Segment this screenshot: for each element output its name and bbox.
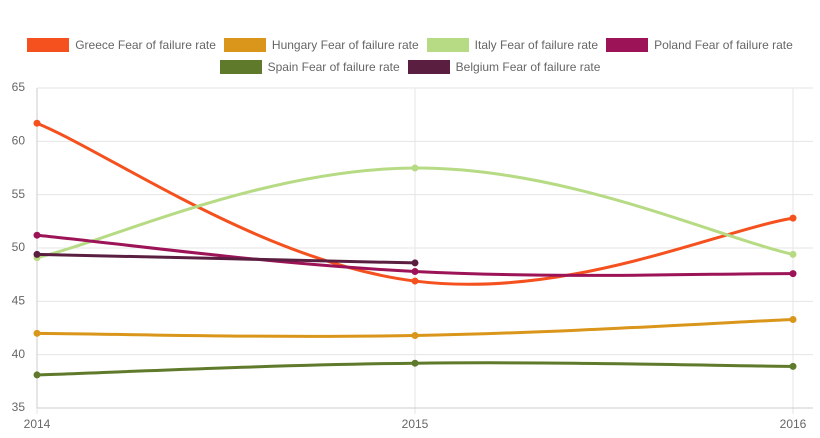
point — [789, 214, 797, 222]
point — [411, 164, 419, 172]
series-line — [36, 252, 416, 265]
legend-swatch — [27, 38, 70, 52]
point — [789, 315, 797, 323]
point — [33, 231, 41, 239]
legend-label: Italy Fear of failure rate — [474, 38, 599, 52]
y-tick-label: 60 — [12, 134, 26, 148]
legend-swatch — [223, 38, 266, 52]
y-tick-label: 35 — [12, 400, 26, 414]
point — [411, 277, 419, 285]
y-tick-label: 40 — [12, 347, 26, 361]
point — [33, 250, 41, 258]
point — [33, 119, 41, 127]
legend-label: Greece Fear of failure rate — [75, 38, 216, 52]
point — [33, 329, 41, 337]
legend-item[interactable]: Poland Fear of failure rate — [606, 38, 793, 52]
y-tick-label: 55 — [12, 187, 26, 201]
point — [411, 259, 419, 267]
point — [411, 331, 419, 339]
legend-label: Belgium Fear of failure rate — [455, 60, 601, 74]
point — [33, 371, 41, 379]
legend-swatch — [426, 38, 469, 52]
legend-swatch — [606, 38, 649, 52]
point — [411, 359, 419, 367]
legend-item[interactable]: Hungary Fear of failure rate — [223, 38, 419, 52]
legend-item[interactable]: Spain Fear of failure rate — [219, 60, 400, 74]
y-tick-label: 45 — [12, 294, 26, 308]
legend-label: Spain Fear of failure rate — [267, 60, 400, 74]
legend-item[interactable]: Italy Fear of failure rate — [426, 38, 599, 52]
legend-item[interactable]: Greece Fear of failure rate — [27, 38, 216, 52]
point — [411, 267, 419, 275]
x-tick-label: 2015 — [402, 417, 429, 431]
y-tick-label: 50 — [12, 240, 26, 254]
point — [789, 362, 797, 370]
point — [789, 270, 797, 278]
point — [789, 250, 797, 258]
legend-label: Hungary Fear of failure rate — [271, 38, 419, 52]
x-tick-label: 2016 — [780, 417, 807, 431]
legend-swatch — [407, 60, 450, 74]
legend-item[interactable]: Belgium Fear of failure rate — [407, 60, 601, 74]
y-tick-label: 65 — [12, 80, 26, 94]
x-tick-label: 2014 — [24, 417, 51, 431]
legend: Greece Fear of failure rate Hungary Fear … — [0, 38, 820, 74]
legend-swatch — [219, 60, 262, 74]
legend-label: Poland Fear of failure rate — [654, 38, 793, 52]
